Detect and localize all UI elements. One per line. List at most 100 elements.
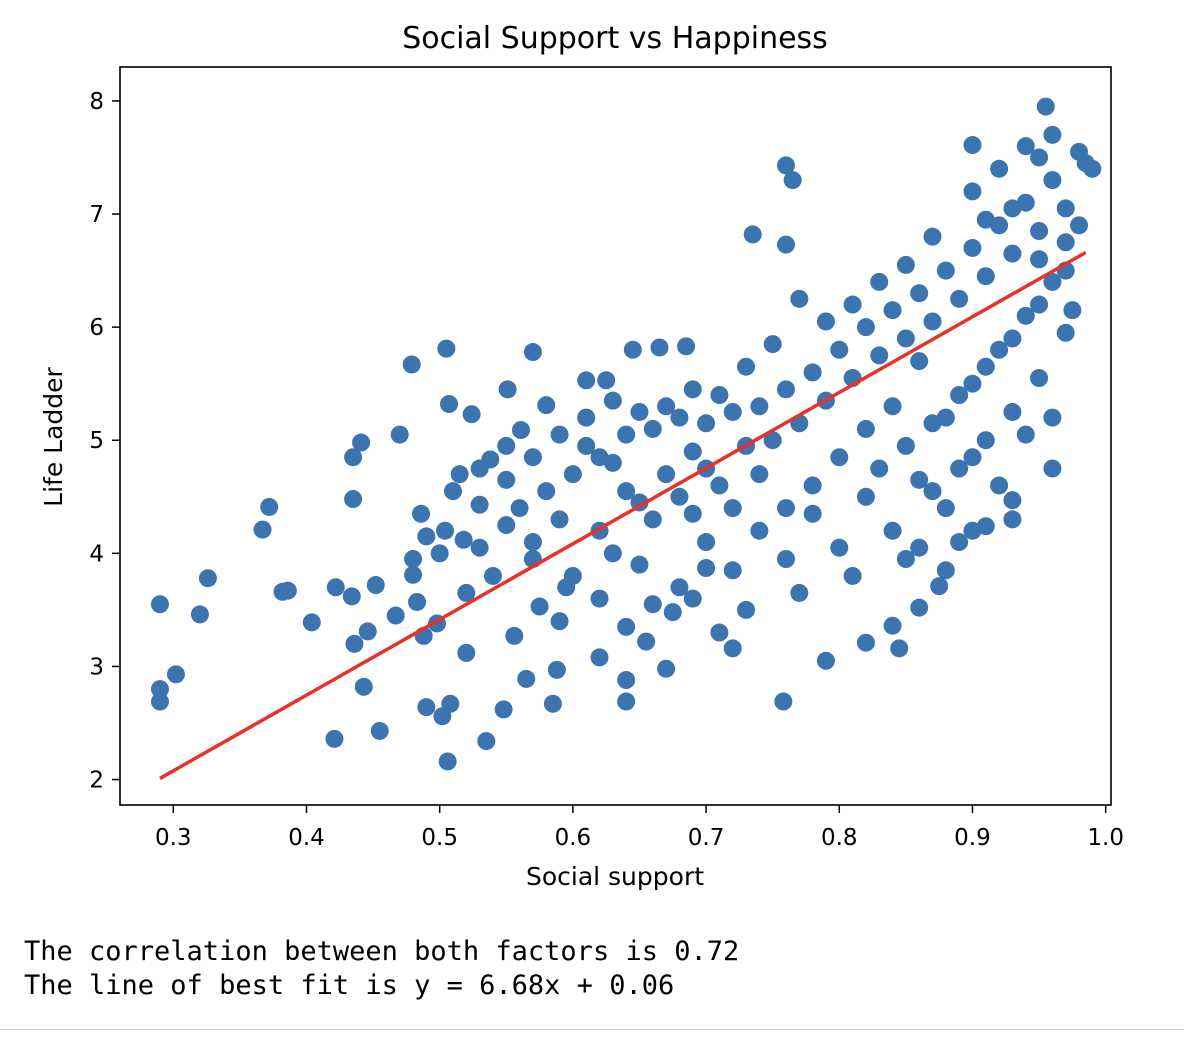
data-point [412, 504, 431, 523]
data-point [803, 476, 822, 495]
data-point [750, 521, 769, 540]
data-point [650, 338, 669, 357]
data-point [790, 289, 809, 308]
data-point [617, 617, 636, 636]
data-point [670, 487, 689, 506]
data-point [697, 414, 716, 433]
best-fit-output: The line of best fit is y = 6.68x + 0.06 [24, 970, 675, 1001]
data-point [697, 559, 716, 578]
data-point [253, 520, 272, 539]
chart-title: Social Support vs Happiness [402, 21, 828, 56]
data-point [326, 578, 345, 597]
data-point [457, 643, 476, 662]
data-point [990, 476, 1009, 495]
data-point [577, 436, 596, 455]
data-point [630, 402, 649, 421]
data-point [1036, 97, 1055, 116]
data-point [976, 357, 995, 376]
correlation-output: The correlation between both factors is … [24, 936, 740, 967]
data-point [470, 538, 489, 557]
data-point [1003, 491, 1022, 510]
data-point [166, 665, 185, 684]
data-point [550, 510, 569, 529]
data-point [440, 395, 459, 414]
data-point [344, 448, 363, 467]
x-tick-label: 0.4 [288, 825, 325, 851]
data-point [470, 459, 489, 478]
data-point [637, 632, 656, 651]
data-point [910, 598, 929, 617]
data-point [950, 386, 969, 404]
data-point [683, 442, 702, 461]
data-point [936, 561, 955, 580]
data-point [950, 459, 969, 478]
data-point [723, 499, 742, 518]
data-point [976, 210, 995, 229]
data-point [683, 504, 702, 523]
data-point [697, 533, 716, 552]
y-tick-label: 6 [89, 315, 104, 341]
data-point [856, 633, 875, 652]
data-point [547, 660, 566, 679]
data-point [497, 436, 516, 455]
data-point [843, 295, 862, 314]
data-point [590, 448, 609, 467]
data-point [402, 355, 421, 374]
y-tick-label: 2 [89, 768, 104, 794]
data-point [430, 544, 449, 563]
data-point [683, 589, 702, 608]
data-point [1030, 222, 1049, 240]
data-point [1043, 125, 1062, 144]
data-point [630, 555, 649, 574]
x-tick-label: 0.5 [421, 825, 458, 851]
data-point [342, 587, 361, 606]
x-axis: 0.3 0.4 0.5 0.6 0.7 0.8 0.9 1.0 [155, 805, 1124, 851]
data-point [617, 692, 636, 711]
data-point [936, 261, 955, 280]
data-point [870, 346, 889, 365]
data-point [441, 694, 460, 713]
data-point [883, 521, 902, 540]
data-point [737, 357, 756, 376]
data-point [497, 470, 516, 489]
data-point [477, 732, 496, 751]
data-point [1043, 272, 1062, 291]
data-point [577, 371, 596, 390]
data-point [494, 700, 513, 719]
data-point [910, 538, 929, 557]
data-point [774, 692, 793, 711]
data-point [830, 448, 849, 467]
data-point [776, 156, 795, 175]
data-point [517, 669, 536, 688]
data-point [498, 380, 517, 399]
data-point [470, 495, 489, 514]
data-point [976, 267, 995, 286]
data-point [1003, 199, 1022, 218]
data-point [537, 396, 556, 415]
data-point [302, 613, 321, 632]
data-point [643, 510, 662, 529]
data-point [723, 639, 742, 658]
data-point [344, 490, 363, 509]
data-point [537, 482, 556, 501]
data-point [623, 340, 642, 359]
y-axis-label: Life Ladder [39, 366, 68, 506]
data-point [437, 339, 456, 358]
data-point [856, 487, 875, 506]
data-point [390, 425, 409, 444]
x-tick-label: 0.6 [555, 825, 592, 851]
data-point [963, 182, 982, 201]
data-point [358, 622, 377, 641]
data-point [1083, 159, 1102, 178]
data-point [386, 606, 405, 625]
data-point [563, 566, 582, 585]
data-point [776, 550, 795, 568]
data-point [963, 521, 982, 540]
data-point [750, 465, 769, 484]
data-point [883, 397, 902, 416]
data-point [1030, 295, 1049, 314]
data-point [670, 408, 689, 427]
data-point [816, 312, 835, 331]
data-point [404, 550, 423, 568]
